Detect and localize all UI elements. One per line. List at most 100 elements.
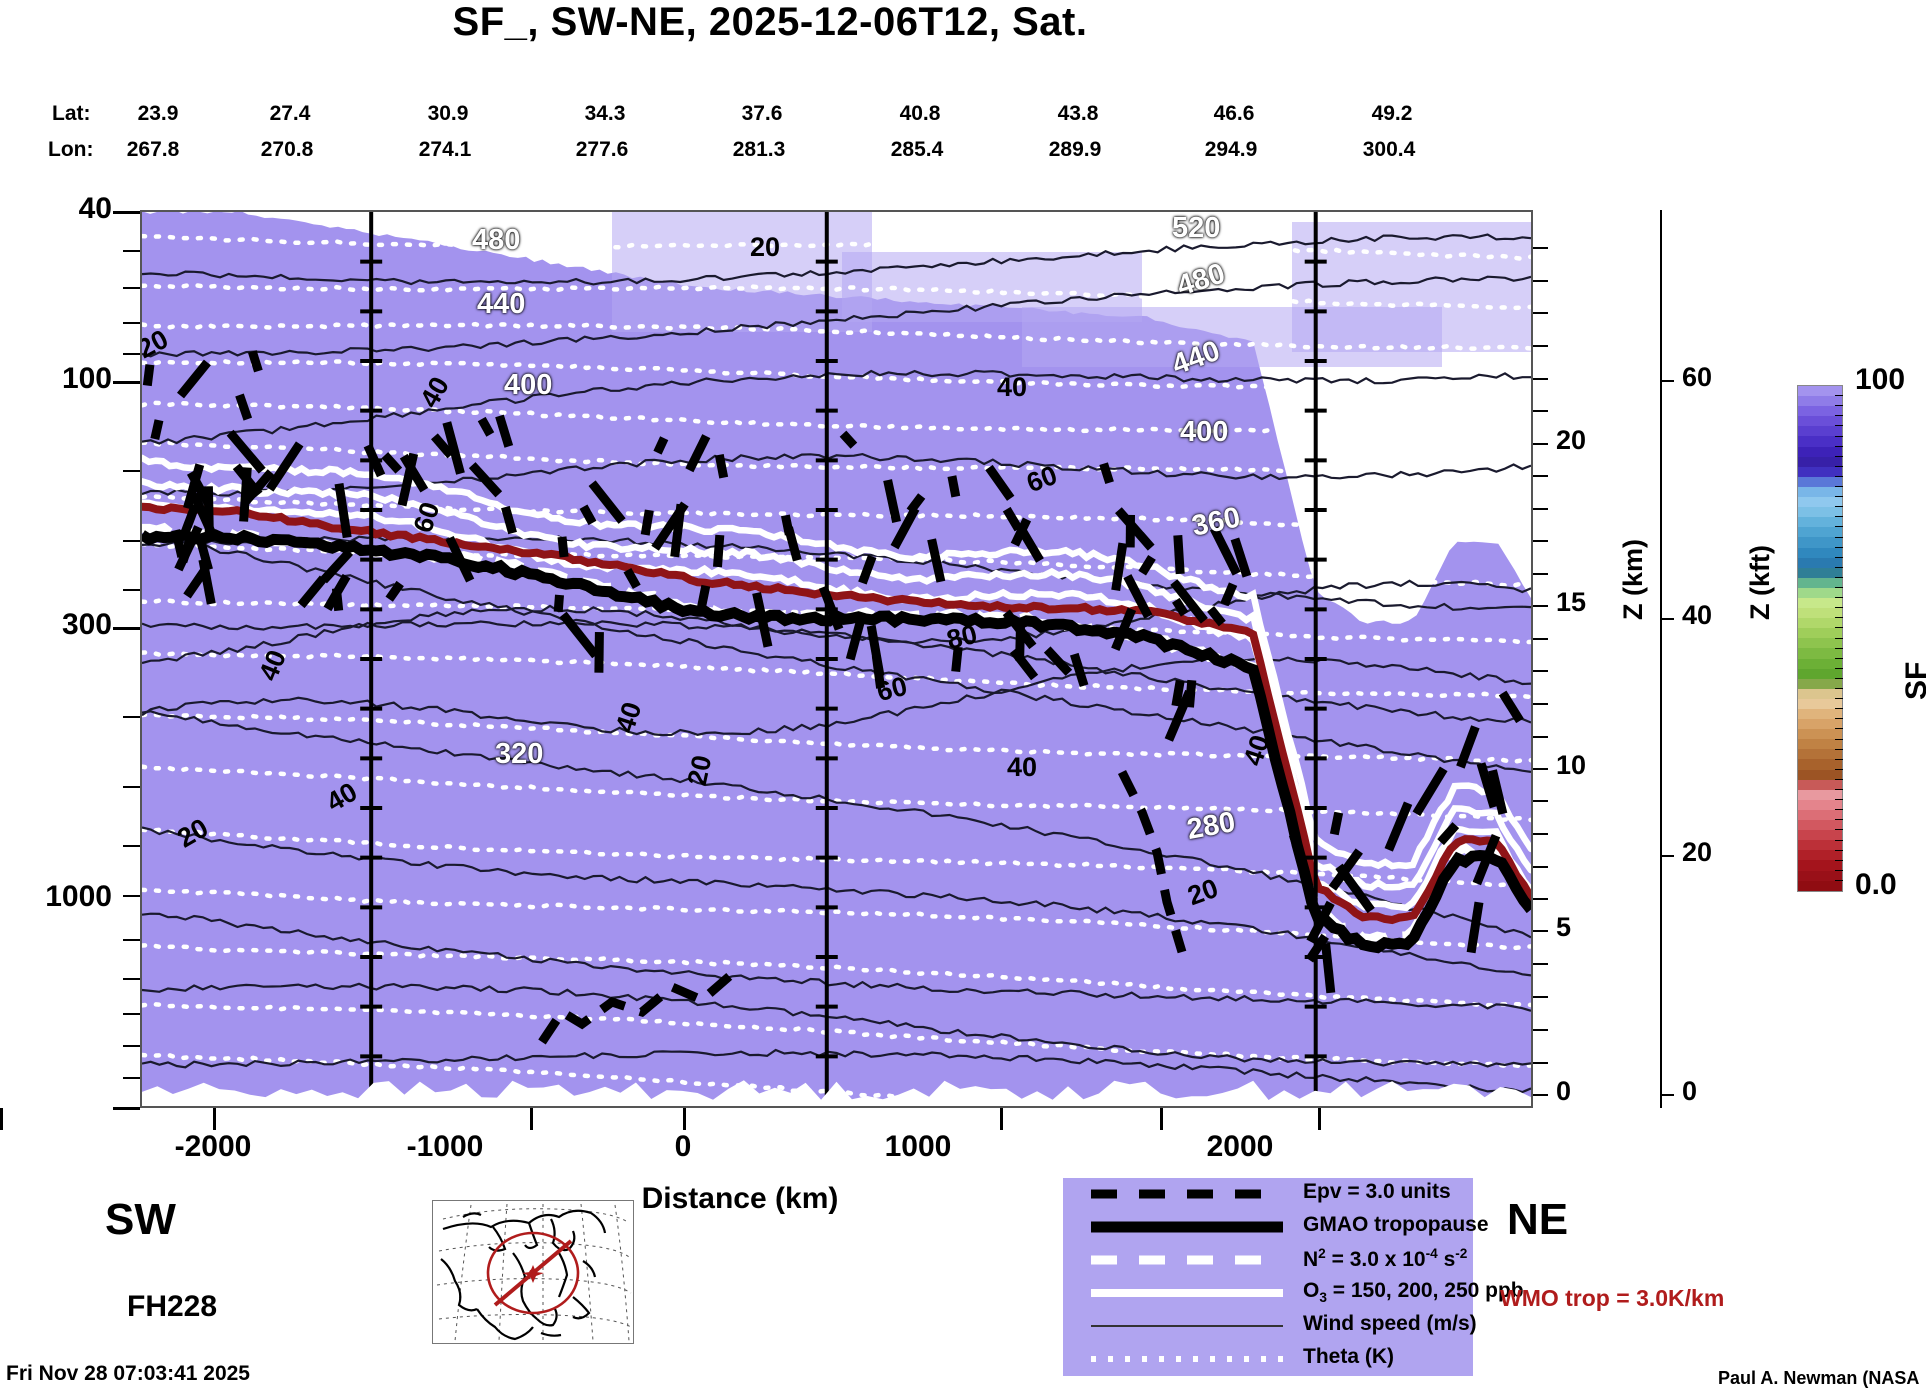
wind-contour-3: [142, 452, 1531, 497]
epv-segment-40: [501, 505, 517, 535]
lat-value-4: 37.6: [741, 102, 783, 125]
epv-segment-10: [1138, 555, 1156, 576]
y-tick-minor-11: [123, 895, 140, 897]
ozone-line-symbol: [1087, 1277, 1287, 1310]
y-tick-minor-6: [123, 540, 140, 542]
gmao-tropopause-line-symbol: [1087, 1211, 1287, 1244]
credit-label: Paul A. Newman (NASA: [1718, 1368, 1920, 1388]
colorbar-segment-0: [1798, 386, 1842, 397]
colorbar-segment-31: [1798, 698, 1842, 709]
zkm-minor-18: [1533, 378, 1548, 380]
ozone-contour-0: [142, 454, 1531, 870]
zkm-label-10: 10: [1556, 750, 1587, 780]
colorbar-tick-19: [1835, 576, 1843, 578]
zkm-label-15: 15: [1556, 587, 1587, 617]
colorbar-segment-15: [1798, 537, 1842, 548]
epv-segment-62: [1173, 535, 1185, 575]
zkm-minor-1: [1533, 1062, 1548, 1064]
colorbar-tick-18: [1835, 566, 1843, 568]
y-tick-minor-14: [123, 1013, 140, 1015]
epv-segment-1: [477, 416, 495, 437]
colorbar-segment-6: [1798, 446, 1842, 457]
theta-contour-1: [142, 282, 1531, 311]
wmo-tropopause-line: [142, 502, 1531, 925]
lat-value-0: 23.9: [137, 102, 179, 125]
epv-segment-54: [150, 419, 164, 440]
zkm-tick-0: [1533, 1094, 1548, 1096]
epv-segment-77: [198, 558, 216, 605]
zkm-tick-5: [1533, 930, 1548, 932]
colorbar-tick-35: [1835, 738, 1843, 740]
zkm-minor-15: [1533, 508, 1548, 510]
colorbar-tick-17: [1835, 556, 1843, 558]
epv-segment-52: [623, 567, 641, 590]
zkft-tick-60: [1660, 380, 1674, 382]
colorbar-tick-6: [1835, 445, 1843, 447]
zkft-label-0: 0: [1682, 1076, 1698, 1106]
lat-value-7: 46.6: [1213, 102, 1255, 125]
colorbar-tick-28: [1835, 667, 1843, 669]
lon-row-label: Lon:: [48, 138, 94, 161]
x-tick-label-m1000: -1000: [406, 1130, 484, 1163]
epv-segment-109: [178, 534, 196, 564]
epv-fold-filament: [1117, 769, 1187, 954]
y-tick-minor-4: [123, 353, 140, 355]
colorbar-segment-25: [1798, 638, 1842, 649]
colorbar-segment-13: [1798, 517, 1842, 528]
x-tick-2000: [1318, 1108, 1321, 1130]
epv-line-symbol: [1087, 1178, 1287, 1211]
colorbar-tick-13: [1835, 516, 1843, 518]
lat-value-6: 43.8: [1057, 102, 1099, 125]
epv-segment-89: [714, 453, 729, 479]
epv-segment-16: [1472, 834, 1501, 886]
colorbar-segment-43: [1798, 820, 1842, 831]
colorbar-tick-21: [1835, 597, 1843, 599]
y-tick-label-1000: 1000: [45, 880, 112, 913]
theta-contour-3: [142, 358, 1531, 391]
colorbar-segment-47: [1798, 860, 1842, 871]
z-kft-axis-line: [1660, 210, 1662, 1108]
colorbar-tick-1: [1835, 395, 1843, 397]
x-tick-1800: [1160, 1108, 1163, 1130]
zkm-minor-9: [1533, 736, 1548, 738]
colorbar-max-label: 100: [1855, 363, 1906, 396]
wind-contour-2: [142, 369, 1531, 445]
epv-segment-35: [239, 467, 252, 522]
legend-item-theta: Theta (K): [1063, 1343, 1473, 1376]
zkm-minor-19: [1533, 345, 1548, 347]
x-tick-1000: [1000, 1108, 1003, 1130]
colorbar-segment-46: [1798, 850, 1842, 861]
epv-segment-95: [1111, 607, 1137, 652]
epv-segment-29: [1476, 762, 1499, 809]
wind-contour-9: [142, 912, 1531, 1012]
y-tick-40: [113, 211, 140, 214]
zkft-tick-20: [1660, 855, 1674, 857]
y-tick-minor-1: [123, 250, 140, 252]
epv-segment-76: [1171, 679, 1185, 707]
epv-segment-66: [320, 548, 354, 584]
colorbar-segment-7: [1798, 456, 1842, 467]
x-tick-m1000: [530, 1108, 533, 1130]
colorbar-segment-19: [1798, 577, 1842, 588]
zkm-minor-14: [1533, 540, 1548, 542]
legend-label-gmao-tropopause: GMAO tropopause: [1303, 1213, 1489, 1236]
epv-segment-91: [235, 393, 253, 421]
wind-contour-11: [142, 1048, 1531, 1094]
colorbar-segment-40: [1798, 789, 1842, 800]
lat-value-3: 34.3: [584, 102, 626, 125]
inset-location-map[interactable]: [432, 1200, 634, 1344]
lat-value-8: 49.2: [1371, 102, 1413, 125]
colorbar-tick-44: [1835, 829, 1843, 831]
colorbar[interactable]: [1797, 385, 1843, 892]
colorbar-segment-27: [1798, 658, 1842, 669]
epv-segment-30: [1456, 725, 1480, 769]
epv-segment-82: [951, 646, 963, 673]
theta-contour-2: [142, 321, 1531, 352]
epv-segment-104: [177, 359, 211, 399]
epv-segment-71: [557, 536, 569, 558]
zkm-minor-17: [1533, 410, 1548, 412]
epv-segment-38: [1170, 579, 1208, 624]
cross-section-plot[interactable]: 520 480 480 440 440 400 400 360 320 280 …: [140, 210, 1533, 1108]
colorbar-segment-8: [1798, 466, 1842, 477]
epv-segment-27: [1230, 537, 1252, 578]
